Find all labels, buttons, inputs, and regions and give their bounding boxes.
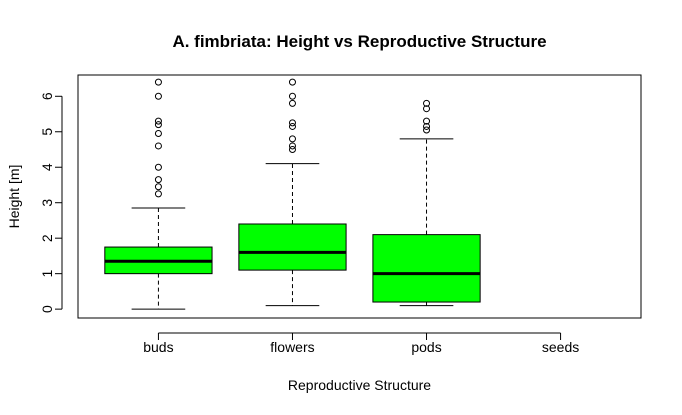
y-axis-title: Height [m] <box>6 165 22 229</box>
x-tick-label: pods <box>411 339 441 355</box>
y-tick-label: 6 <box>39 92 55 100</box>
outlier-point <box>288 78 296 86</box>
outlier-point <box>154 117 162 125</box>
box-buds <box>104 78 213 310</box>
outlier-point <box>423 117 431 125</box>
boxes-group <box>104 78 481 310</box>
box-pods <box>372 99 481 307</box>
outlier-point <box>288 92 296 100</box>
plot-frame <box>77 74 642 319</box>
outlier-point <box>154 142 162 150</box>
outlier-point <box>423 126 431 134</box>
y-tick-label: 2 <box>39 234 55 242</box>
chart-title: A. fimbriata: Height vs Reproductive Str… <box>172 32 546 51</box>
x-tick-label: buds <box>143 339 173 355</box>
outlier-point <box>154 92 162 100</box>
box-flowers <box>238 78 347 307</box>
outlier-point <box>423 122 431 130</box>
x-axis-title: Reproductive Structure <box>288 377 431 393</box>
y-tick-label: 0 <box>39 305 55 313</box>
outlier-point <box>154 176 162 184</box>
outlier-point <box>288 142 296 150</box>
outlier-point <box>288 122 296 130</box>
outlier-point <box>154 163 162 171</box>
x-tick-label: seeds <box>542 339 579 355</box>
outlier-point <box>154 78 162 86</box>
x-tick-label: flowers <box>270 339 314 355</box>
outlier-point <box>154 121 162 129</box>
box-iqr <box>238 223 347 271</box>
x-axis: buds flowers pods seeds <box>143 332 579 355</box>
outlier-point <box>154 130 162 138</box>
y-tick-label: 3 <box>39 199 55 207</box>
y-axis: 0 1 2 3 4 5 6 <box>39 92 63 313</box>
box-iqr <box>372 234 481 303</box>
outlier-point <box>288 135 296 143</box>
outlier-point <box>288 119 296 127</box>
outlier-point <box>423 99 431 107</box>
outlier-point <box>288 145 296 153</box>
y-tick-label: 1 <box>39 270 55 278</box>
outlier-point <box>423 105 431 113</box>
y-tick-label: 4 <box>39 163 55 171</box>
y-tick-label: 5 <box>39 128 55 136</box>
outlier-point <box>154 183 162 191</box>
outlier-point <box>154 190 162 198</box>
outlier-point <box>288 99 296 107</box>
